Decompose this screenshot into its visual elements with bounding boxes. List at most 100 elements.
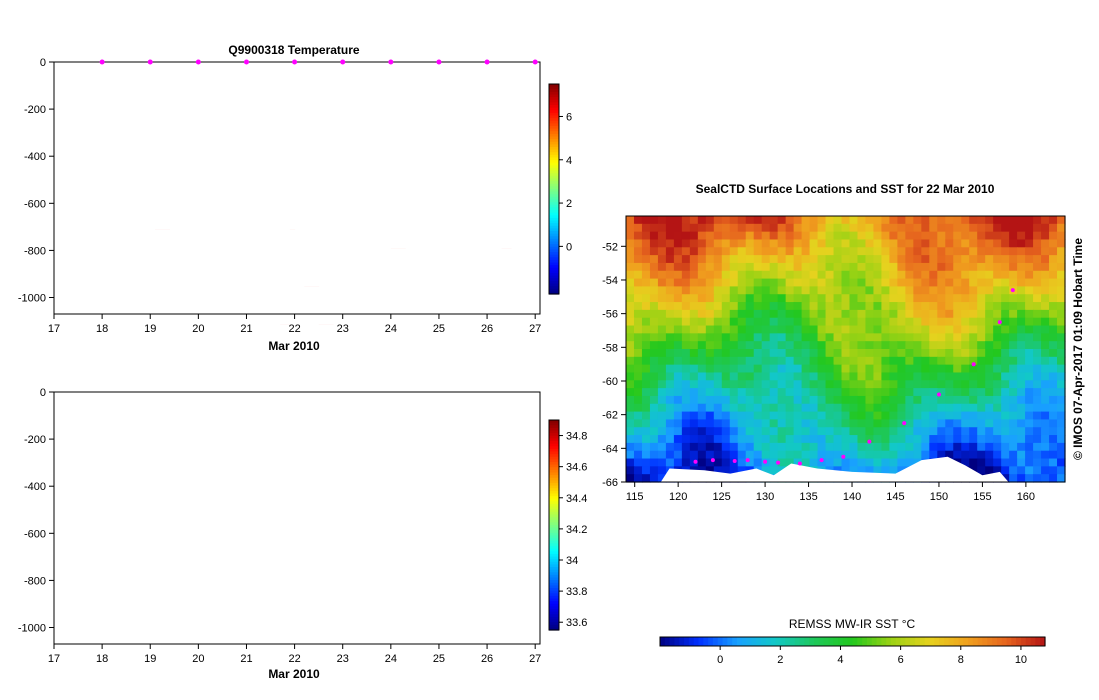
- sst-cell: [657, 294, 667, 303]
- sst-cell: [793, 364, 803, 374]
- sst-cell: [889, 278, 898, 288]
- colorbar-segment: [549, 609, 559, 613]
- sst-cell: [881, 302, 890, 311]
- sst-cell: [897, 333, 906, 342]
- sst-cell: [849, 270, 859, 280]
- sst-cell: [953, 255, 962, 264]
- colorbar-segment: [549, 588, 559, 592]
- sst-cell: [865, 372, 875, 381]
- sst-cell: [881, 255, 890, 264]
- sst-cell: [785, 223, 795, 233]
- sst-cell: [905, 427, 914, 436]
- sst-cell: [809, 223, 819, 233]
- sst-cell: [1033, 364, 1042, 374]
- sst-cell: [985, 286, 994, 295]
- sst-cell: [809, 349, 819, 358]
- sst-cell: [929, 317, 938, 327]
- sst-cell: [681, 356, 691, 366]
- sst-cell: [1001, 435, 1010, 444]
- sst-cell: [801, 309, 811, 319]
- sst-cell: [681, 419, 691, 428]
- sst-cell: [1057, 231, 1066, 241]
- sst-cell: [1001, 458, 1010, 467]
- sst-cell: [673, 442, 683, 452]
- sst-cell: [905, 223, 914, 233]
- sst-cell: [641, 427, 651, 436]
- sst-cell: [729, 388, 739, 397]
- sst-cell: [713, 380, 723, 389]
- sst-cell: [897, 388, 906, 397]
- sst-cell: [809, 341, 819, 350]
- sst-cell: [721, 395, 731, 405]
- sst-cell: [769, 349, 779, 358]
- sst-cell: [626, 239, 635, 248]
- sst-cell: [1041, 364, 1050, 374]
- sst-cell: [1025, 341, 1034, 350]
- sst-cell: [1017, 255, 1026, 264]
- sst-cell: [969, 239, 978, 248]
- colorbar-tick-label: 33.6: [566, 617, 587, 629]
- sst-cell: [977, 364, 986, 374]
- sst-cell: [881, 427, 890, 436]
- sst-cell: [961, 458, 970, 467]
- sst-cell: [929, 450, 938, 460]
- sst-cell: [1041, 341, 1050, 350]
- sst-cell: [1001, 247, 1010, 256]
- sst-cell: [769, 466, 779, 475]
- sst-cell: [633, 302, 643, 311]
- sst-cell: [873, 239, 883, 248]
- sst-cell: [809, 403, 819, 413]
- sst-cell: [697, 317, 707, 327]
- sst-cell: [1025, 270, 1034, 280]
- colorbar-segment: [549, 196, 559, 201]
- sst-cell: [865, 450, 875, 460]
- colorbar-segment: [549, 288, 559, 292]
- sst-cell: [881, 286, 890, 295]
- sst-cell: [929, 286, 938, 295]
- sst-cell: [641, 270, 651, 280]
- sst-cell: [1025, 262, 1034, 272]
- sst-cell: [881, 372, 890, 381]
- sst-cell: [761, 239, 771, 248]
- sst-cell: [745, 364, 755, 374]
- sst-cell: [897, 255, 906, 264]
- colorbar-frame: [548, 83, 560, 295]
- sst-cell: [993, 262, 1002, 272]
- y-tick-label: 0: [40, 57, 46, 69]
- sst-cell: [1049, 333, 1058, 342]
- sst-cell: [1057, 239, 1066, 248]
- sst-cell: [841, 450, 851, 460]
- sst-cell: [921, 435, 930, 444]
- sst-cell: [985, 372, 994, 381]
- sst-cell: [1041, 349, 1050, 358]
- colorbar-segment: [549, 181, 559, 185]
- x-tick-label: 24: [385, 323, 397, 335]
- colorbar-segment: [549, 173, 559, 177]
- sst-cell: [929, 223, 938, 233]
- sst-cell: [873, 278, 883, 288]
- sst-cell: [673, 356, 683, 366]
- sst-cell: [977, 442, 986, 452]
- sst-cell: [793, 216, 803, 225]
- sst-cell: [1033, 372, 1042, 381]
- sst-cell: [873, 403, 883, 413]
- sst-cell: [857, 333, 867, 342]
- sst-cell: [833, 294, 843, 303]
- sst-cell: [1049, 403, 1058, 413]
- sst-cell: [1033, 356, 1042, 366]
- x-tick-label: 20: [192, 653, 204, 665]
- sst-cell: [737, 395, 747, 405]
- sst-cell: [865, 302, 875, 311]
- sst-cell: [969, 419, 978, 428]
- sst-cell: [745, 255, 755, 264]
- sst-cell: [769, 216, 779, 225]
- sst-cell: [721, 435, 731, 444]
- y-tick-label: -800: [24, 575, 46, 587]
- sst-cell: [817, 294, 827, 303]
- sst-cell: [825, 427, 835, 436]
- sst-cell: [929, 435, 938, 444]
- sst-cell: [745, 341, 755, 350]
- colorbar-segment: [549, 133, 559, 138]
- colorbar-segment: [549, 546, 559, 550]
- sst-map-title: SealCTD Surface Locations and SST for 22…: [696, 182, 995, 196]
